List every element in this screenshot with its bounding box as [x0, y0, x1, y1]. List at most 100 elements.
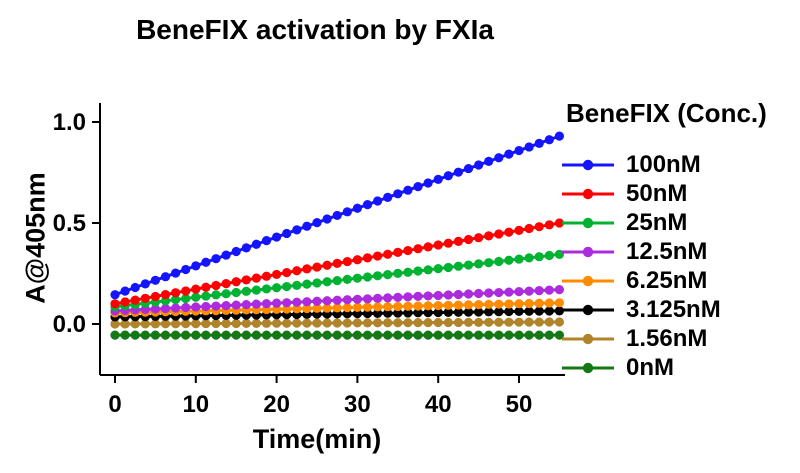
data-point-25nM: [362, 272, 373, 282]
data-point-25nM: [474, 259, 484, 269]
data-point-50nM: [463, 234, 474, 245]
data-point-0nM: [261, 330, 272, 340]
data-point-1.56nM: [352, 318, 362, 328]
data-point-12.5nM: [201, 301, 211, 312]
data-point-0nM: [322, 330, 332, 340]
data-point-0nM: [181, 330, 191, 340]
data-point-0nM: [160, 330, 171, 340]
x-tick-label: 0: [108, 391, 121, 418]
data-point-12.5nM: [211, 301, 221, 311]
data-point-50nM: [251, 273, 261, 283]
data-point-12.5nM: [433, 290, 443, 301]
data-point-6.25nM: [332, 303, 342, 313]
legend-label: 6.25nM: [626, 267, 708, 294]
data-point-6.25nM: [474, 300, 484, 310]
data-point-6.25nM: [494, 299, 504, 309]
data-point-100nM: [272, 232, 282, 242]
data-point-6.25nM: [484, 299, 494, 309]
legend-item-25nM: 25nM: [560, 209, 687, 236]
data-point-1.56nM: [484, 317, 494, 327]
data-point-6.25nM: [443, 300, 453, 310]
data-point-50nM: [272, 269, 282, 280]
data-point-50nM: [453, 236, 463, 246]
data-point-25nM: [312, 278, 322, 288]
legend-marker-icon: [562, 304, 614, 316]
legend-item-6.25nM: 6.25nM: [560, 267, 708, 294]
data-point-25nM: [181, 293, 191, 304]
data-point-6.25nM: [312, 303, 322, 313]
data-point-100nM: [443, 171, 453, 181]
data-point-100nM: [504, 149, 514, 159]
data-point-25nM: [524, 253, 534, 263]
data-point-50nM: [120, 297, 130, 307]
data-point-0nM: [171, 330, 181, 340]
data-point-12.5nM: [332, 295, 342, 305]
data-point-12.5nM: [403, 292, 413, 302]
data-point-6.25nM: [352, 302, 362, 312]
data-point-50nM: [302, 264, 312, 274]
data-point-100nM: [463, 163, 474, 174]
data-point-1.56nM: [443, 317, 453, 328]
legend-item-0nM: 0nM: [560, 354, 674, 381]
data-point-0nM: [140, 330, 150, 340]
data-point-1.56nM: [524, 317, 534, 327]
data-point-25nM: [322, 277, 332, 287]
data-point-100nM: [241, 243, 251, 253]
data-point-0nM: [221, 330, 231, 340]
data-point-50nM: [231, 277, 241, 287]
data-point-1.56nM: [393, 318, 403, 328]
data-point-3.125nM: [474, 307, 484, 317]
data-point-50nM: [534, 222, 544, 232]
data-point-100nM: [423, 178, 433, 188]
data-point-6.25nM: [403, 301, 413, 311]
data-point-0nM: [423, 330, 433, 340]
data-point-0nM: [332, 330, 342, 340]
x-tick-label: 10: [182, 391, 209, 418]
data-point-12.5nM: [352, 294, 362, 304]
data-point-0nM: [413, 330, 423, 340]
data-point-12.5nM: [554, 285, 565, 295]
data-point-12.5nM: [362, 294, 373, 304]
data-point-50nM: [474, 233, 484, 243]
data-point-25nM: [504, 255, 514, 265]
data-point-100nM: [514, 145, 524, 156]
data-point-12.5nM: [171, 303, 181, 313]
data-point-1.56nM: [413, 318, 423, 328]
data-point-0nM: [130, 330, 140, 340]
data-point-1.56nM: [241, 318, 251, 329]
data-point-0nM: [433, 330, 443, 340]
data-point-6.25nM: [463, 300, 474, 310]
data-point-12.5nM: [221, 300, 231, 311]
data-point-50nM: [241, 275, 251, 285]
legend-label: 0nM: [626, 354, 674, 381]
data-point-1.56nM: [474, 317, 484, 327]
data-point-3.125nM: [443, 307, 453, 317]
data-point-100nM: [383, 192, 393, 203]
data-point-50nM: [393, 247, 403, 257]
legend-marker-icon: [562, 333, 614, 345]
legend-title: BeneFIX (Conc.): [566, 98, 767, 128]
data-point-12.5nM: [272, 298, 282, 308]
data-point-1.56nM: [191, 319, 201, 329]
data-point-25nM: [211, 290, 221, 300]
data-point-100nM: [150, 275, 160, 285]
y-tick-label: 0.0: [53, 311, 86, 338]
data-point-12.5nM: [443, 290, 453, 300]
legend-label: 1.56nM: [626, 325, 708, 352]
data-point-25nM: [373, 271, 383, 281]
data-point-100nM: [302, 221, 312, 231]
data-point-12.5nM: [373, 293, 383, 303]
data-point-0nM: [241, 330, 251, 340]
data-point-0nM: [474, 330, 484, 340]
data-point-25nM: [554, 249, 565, 259]
data-point-12.5nM: [534, 286, 544, 296]
data-point-100nM: [494, 153, 504, 163]
data-point-1.56nM: [494, 317, 504, 327]
data-point-1.56nM: [554, 317, 565, 327]
data-point-50nM: [342, 256, 352, 267]
data-point-100nM: [282, 228, 292, 239]
data-point-12.5nM: [282, 298, 292, 308]
data-point-50nM: [362, 253, 373, 263]
y-axis-label: A@405nm: [20, 172, 51, 304]
legend-label: 12.5nM: [626, 238, 708, 265]
